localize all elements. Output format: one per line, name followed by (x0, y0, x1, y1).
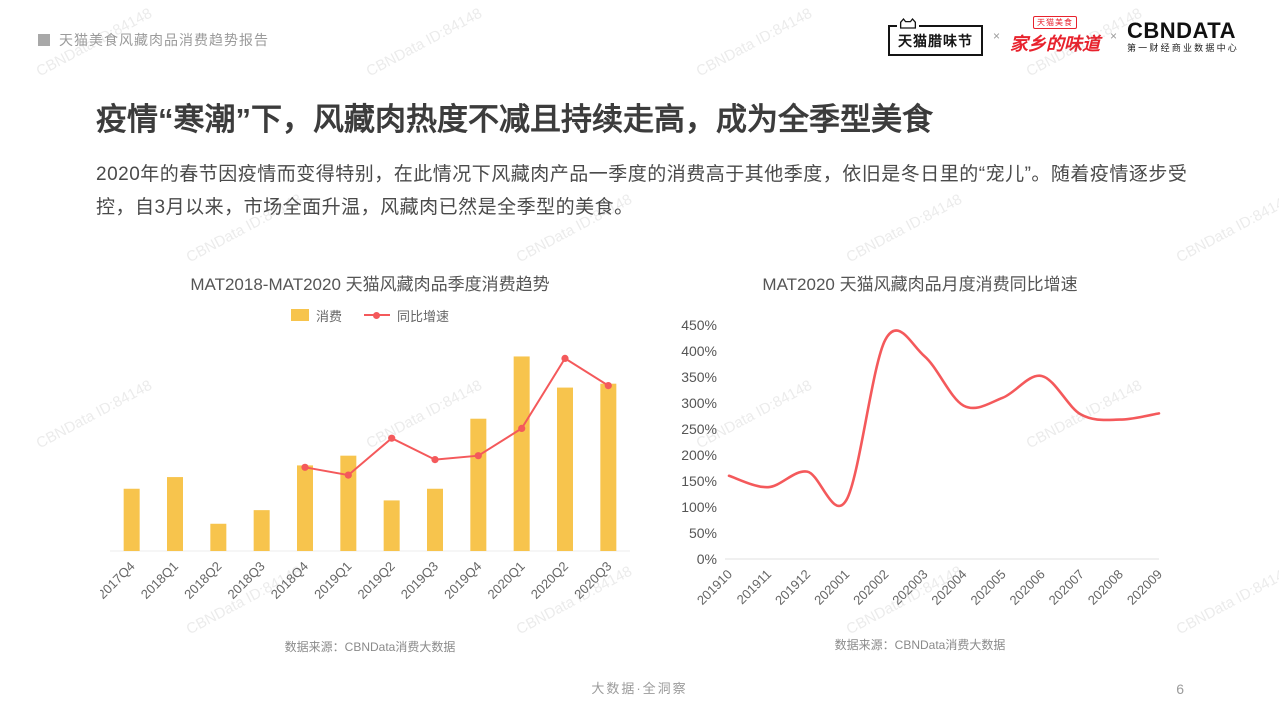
svg-text:2020Q3: 2020Q3 (571, 559, 614, 602)
left-chart-source: 数据来源：CBNData消费大数据 (284, 640, 456, 654)
svg-text:100%: 100% (681, 499, 717, 515)
svg-text:2018Q3: 2018Q3 (224, 559, 267, 602)
svg-text:202006: 202006 (1007, 567, 1048, 608)
quarterly-consumption-chart-panel: MAT2018-MAT2020 天猫风藏肉品季度消费趋势 消费 同比增速 201… (94, 270, 640, 655)
legend-label-yoy: 同比增速 (397, 308, 450, 324)
watermark: CBNData ID:84148 (1173, 562, 1279, 639)
svg-text:250%: 250% (681, 421, 717, 437)
svg-text:202007: 202007 (1046, 567, 1087, 608)
cbndata-wordmark: CBNDATA (1126, 17, 1236, 43)
svg-text:202001: 202001 (811, 567, 852, 608)
hometown-taste-tag: 天猫美食 (1032, 16, 1077, 29)
line-swatch-icon (364, 311, 390, 319)
svg-text:0%: 0% (697, 551, 717, 567)
left-chart-title: MAT2018-MAT2020 天猫风藏肉品季度消费趋势 (190, 275, 550, 294)
svg-text:2019Q4: 2019Q4 (441, 559, 484, 602)
page-title: 疫情“寒潮”下，风藏肉热度不减且持续走高，成为全季型美食 (96, 102, 933, 137)
legend-item-consumption: 消费 (290, 306, 342, 325)
svg-text:2019Q1: 2019Q1 (311, 559, 354, 602)
svg-text:202004: 202004 (928, 567, 969, 608)
logo-separator-icon: × (992, 29, 1000, 43)
svg-text:2018Q4: 2018Q4 (268, 559, 311, 602)
svg-text:201911: 201911 (734, 567, 775, 608)
watermark: CBNData ID:84148 (693, 4, 815, 81)
page-number: 6 (1176, 681, 1184, 697)
svg-text:2019Q2: 2019Q2 (354, 559, 397, 602)
monthly-yoy-line-chart: 0% 50% 100% 150% 200% 250% 300% 350% 400% 450% 201… (681, 317, 1165, 608)
page-paragraph: 2020年的春节因疫情而变得特别，在此情况下风藏肉产品一季度的消费高于其他季度，… (96, 164, 1188, 219)
tmall-cat-icon (896, 17, 919, 30)
svg-text:202005: 202005 (967, 567, 1008, 608)
svg-text:350%: 350% (681, 369, 717, 385)
hometown-taste-logo: 天猫美食 家乡的味道 (1010, 16, 1100, 56)
logo-separator-icon: × (1109, 29, 1117, 43)
svg-text:150%: 150% (681, 473, 717, 489)
line-dot-icon (373, 311, 380, 319)
header-bullet-square (38, 34, 50, 46)
svg-text:2018Q1: 2018Q1 (138, 559, 181, 602)
svg-text:50%: 50% (689, 525, 717, 541)
legend-item-yoy: 同比增速 (364, 306, 449, 325)
svg-text:202008: 202008 (1085, 567, 1126, 608)
svg-text:2017Q4: 2017Q4 (100, 559, 138, 602)
svg-text:202003: 202003 (889, 567, 930, 608)
logo-bar: 天猫腊味节 × 天猫美食 家乡的味道 × CBNDATA 第一财经商业数据中心 (887, 16, 1239, 56)
footer-slogan: 大数据·全洞察 (591, 681, 688, 696)
hometown-taste-label: 家乡的味道 (1009, 34, 1100, 54)
svg-text:2018Q2: 2018Q2 (181, 559, 224, 602)
right-chart-source: 数据来源：CBNData消费大数据 (834, 638, 1006, 652)
monthly-yoy-chart-panel: MAT2020 天猫风藏肉品月度消费同比增速 0% 50% 100% 150% 200%… (660, 270, 1180, 653)
watermark: CBNData ID:84148 (363, 4, 485, 81)
report-header: 天猫美食风藏肉品消费趋势报告 (38, 30, 269, 50)
svg-text:2020Q2: 2020Q2 (528, 559, 571, 602)
tmall-lawei-festival-label: 天猫腊味节 (897, 33, 973, 49)
cbndata-logo: CBNDATA 第一财经商业数据中心 (1127, 19, 1239, 54)
svg-text:450%: 450% (681, 317, 717, 333)
svg-text:201912: 201912 (772, 567, 813, 608)
svg-text:2019Q3: 2019Q3 (398, 559, 441, 602)
svg-text:2020Q1: 2020Q1 (484, 559, 527, 602)
svg-text:200%: 200% (681, 447, 717, 463)
svg-text:201910: 201910 (694, 567, 735, 608)
svg-text:400%: 400% (681, 343, 717, 359)
tmall-lawei-festival-logo: 天猫腊味节 (887, 17, 983, 56)
report-title: 天猫美食风藏肉品消费趋势报告 (59, 32, 269, 48)
bar-swatch-icon (290, 309, 309, 321)
svg-text:202002: 202002 (850, 567, 891, 608)
left-chart-legend: 消费 同比增速 (100, 306, 640, 325)
svg-text:300%: 300% (681, 395, 717, 411)
cbndata-subtitle: 第一财经商业数据中心 (1126, 42, 1239, 53)
svg-text:202009: 202009 (1124, 567, 1165, 608)
right-chart-title: MAT2020 天猫风藏肉品月度消费同比增速 (762, 275, 1078, 294)
quarterly-bar-line-chart: 2017Q4 2018Q1 2018Q2 2018Q3 2018Q4 2019Q1 2019… (94, 354, 630, 602)
legend-label-consumption: 消费 (315, 308, 342, 324)
